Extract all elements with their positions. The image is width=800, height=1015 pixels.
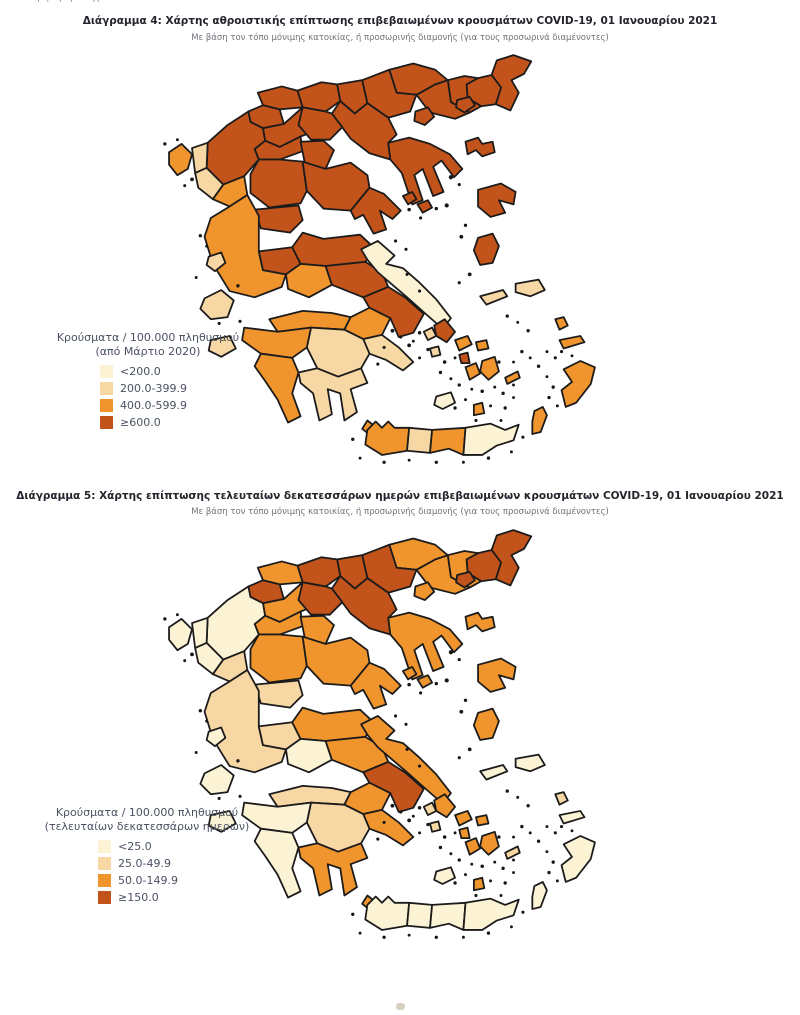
legend-label: ≥600.0 xyxy=(120,416,161,429)
clipped-text: η μ μη ι ημ ι xyxy=(34,0,294,3)
legend-swatch-category2 xyxy=(98,857,111,870)
legend-item: <200.0 xyxy=(28,363,268,380)
legend-label: 25.0-49.9 xyxy=(118,857,171,870)
figure4-legend-items: <200.0 200.0-399.9 400.0-599.9 ≥600.0 xyxy=(28,363,268,431)
legend-title-line2: (από Μάρτιο 2020) xyxy=(95,345,201,358)
legend-item: <25.0 xyxy=(22,838,272,855)
figure4-legend-title: Κρούσματα / 100.000 πληθυσμού (από Μάρτι… xyxy=(28,331,268,359)
figure4-subtitle: Με βάση τον τόπο μόνιμης κατοικίας, ή πρ… xyxy=(191,33,609,43)
figure4-title: Διάγραμμα 4: Χάρτης αθροιστικής επίπτωση… xyxy=(82,15,718,27)
legend-title-line1: Κρούσματα / 100.000 πληθυσμού xyxy=(55,806,239,819)
legend-item: 25.0-49.9 xyxy=(22,855,272,872)
clipped-artifact xyxy=(396,1003,405,1010)
figure5-subtitle: Με βάση τον τόπο μόνιμης κατοικίας, ή πρ… xyxy=(191,507,609,517)
legend-label: <200.0 xyxy=(120,365,161,378)
legend-label: 400.0-599.9 xyxy=(120,399,187,412)
legend-swatch-category4 xyxy=(98,891,111,904)
legend-item: ≥600.0 xyxy=(28,414,268,431)
figure4-legend: Κρούσματα / 100.000 πληθυσμού (από Μάρτι… xyxy=(28,331,268,431)
legend-swatch-category3 xyxy=(100,399,113,412)
legend-swatch-category3 xyxy=(98,874,111,887)
figure5-title: Διάγραμμα 5: Χάρτης επίπτωσης τελευταίων… xyxy=(16,490,784,502)
legend-swatch-category4 xyxy=(100,416,113,429)
legend-item: 400.0-599.9 xyxy=(28,397,268,414)
legend-label: ≥150.0 xyxy=(118,891,159,904)
clipped-text-fragment: η μ μη ι ημ ι xyxy=(34,0,294,6)
legend-label: 50.0-149.9 xyxy=(118,874,178,887)
legend-item: 50.0-149.9 xyxy=(22,872,272,889)
legend-item: ≥150.0 xyxy=(22,889,272,906)
legend-swatch-category1 xyxy=(98,840,111,853)
legend-item: 200.0-399.9 xyxy=(28,380,268,397)
figure5-legend-items: <25.0 25.0-49.9 50.0-149.9 ≥150.0 xyxy=(22,838,272,906)
legend-label: <25.0 xyxy=(118,840,152,853)
figure5-legend: Κρούσματα / 100.000 πληθυσμού (τελευταίω… xyxy=(22,806,272,906)
legend-title-line2: (τελευταίων δεκατεσσάρων ημερών) xyxy=(44,820,250,833)
legend-label: 200.0-399.9 xyxy=(120,382,187,395)
figure5-legend-title: Κρούσματα / 100.000 πληθυσμού (τελευταίω… xyxy=(22,806,272,834)
legend-swatch-category2 xyxy=(100,382,113,395)
legend-title-line1: Κρούσματα / 100.000 πληθυσμού xyxy=(56,331,240,344)
legend-swatch-category1 xyxy=(100,365,113,378)
